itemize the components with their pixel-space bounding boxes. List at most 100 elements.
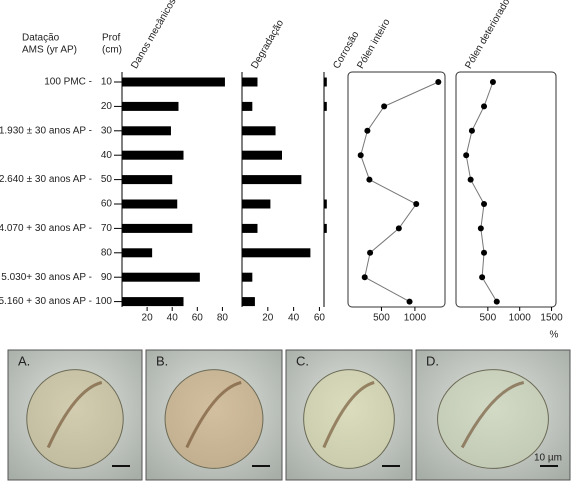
bar [122, 272, 200, 282]
bar [242, 248, 311, 258]
bar [122, 77, 225, 87]
panel-frame [347, 71, 446, 308]
x-tick-label: 1500 [540, 313, 563, 324]
line [465, 81, 498, 302]
bar [122, 126, 171, 136]
bar [242, 101, 253, 111]
bar [324, 223, 327, 233]
age-label: 5.160 + 30 anos AP - [0, 296, 92, 307]
depth-title: Prof [102, 33, 121, 44]
point [366, 176, 373, 183]
scale-label: 10 µm [534, 453, 562, 464]
depth-label: 90 [101, 272, 113, 283]
point [367, 249, 374, 256]
point [467, 176, 474, 183]
x-tick-label: 1000 [509, 313, 532, 324]
line [360, 81, 439, 303]
point [477, 225, 484, 232]
pollen-fold [46, 381, 103, 449]
point [468, 127, 475, 134]
age-title: Datação [22, 33, 60, 44]
point [481, 249, 488, 256]
point [489, 79, 496, 85]
age-label: 2.640 ± 30 anos AP - [0, 174, 92, 185]
depth-label: 80 [101, 247, 113, 258]
bar [324, 199, 327, 209]
depth-label: 60 [101, 199, 113, 210]
bar [242, 199, 271, 209]
point [406, 298, 413, 305]
point [435, 79, 442, 85]
point [413, 201, 420, 207]
x-tick-label: 500 [480, 313, 497, 324]
x-tick-label: 500 [373, 313, 390, 324]
point [493, 298, 500, 305]
bar [122, 223, 193, 233]
x-tick-label: 1000 [404, 313, 427, 324]
photo-label: B. [156, 353, 168, 368]
pollen-fold [460, 381, 525, 449]
point [364, 127, 371, 134]
pollen-grain [164, 369, 264, 469]
bar [122, 150, 184, 160]
point [395, 225, 402, 232]
x-tick-label: 20 [262, 313, 274, 324]
panel-title: Pólen deteriorado [463, 0, 512, 71]
bar [324, 101, 327, 111]
bar [242, 126, 276, 136]
bar [242, 297, 255, 307]
age-label: 100 PMC - [44, 77, 92, 88]
pollen-grain [437, 369, 549, 469]
depth-label: 30 [101, 125, 113, 136]
bar [242, 175, 302, 185]
panel-title: Pólen inteiro [355, 17, 393, 71]
depth-label: 20 [101, 101, 113, 112]
point [361, 274, 368, 281]
age-label: 4.070 + 30 anos AP - [0, 223, 92, 234]
x-axis-label: % [550, 330, 559, 341]
x-tick-label: 60 [314, 313, 326, 324]
photo-label: A. [18, 353, 30, 368]
panel-title: Degradação [249, 18, 286, 71]
age-title: AMS (yr AP) [22, 45, 77, 56]
bar [122, 199, 178, 209]
bar [324, 77, 327, 87]
depth-label: 10 [101, 77, 113, 88]
bar [242, 77, 258, 87]
point [381, 103, 388, 110]
bar [122, 297, 184, 307]
point [481, 201, 488, 207]
bar [242, 150, 282, 160]
age-label: 1.930 ± 30 anos AP - [0, 125, 92, 136]
bar [122, 101, 179, 111]
depth-title: (cm) [102, 45, 122, 56]
point [357, 152, 364, 159]
point [463, 152, 470, 159]
pollen-fold [185, 381, 242, 449]
x-tick-label: 20 [142, 313, 154, 324]
bar [122, 175, 173, 185]
age-label: 5.030+ 30 anos AP - [1, 272, 92, 283]
panel-title: Danos mecânicos [129, 0, 178, 71]
point [479, 274, 486, 281]
pollen-grain [26, 369, 124, 469]
x-tick-label: 80 [217, 313, 229, 324]
depth-label: 70 [101, 223, 113, 234]
bar [242, 272, 253, 282]
photo-panel: A. B. C. D. 10 µm [7, 349, 571, 481]
photo-label: D. [426, 353, 439, 368]
pollen-fold [322, 381, 375, 449]
depth-label: 50 [101, 174, 113, 185]
x-tick-label: 40 [167, 313, 179, 324]
depth-label: 100 [95, 296, 112, 307]
x-tick-label: 60 [192, 313, 204, 324]
pollen-grain [303, 369, 395, 469]
photo-label: C. [296, 353, 309, 368]
point [481, 103, 488, 110]
bar [122, 248, 153, 258]
bar [242, 223, 258, 233]
depth-label: 40 [101, 150, 113, 161]
panel-frame [455, 71, 557, 308]
x-tick-label: 40 [288, 313, 300, 324]
